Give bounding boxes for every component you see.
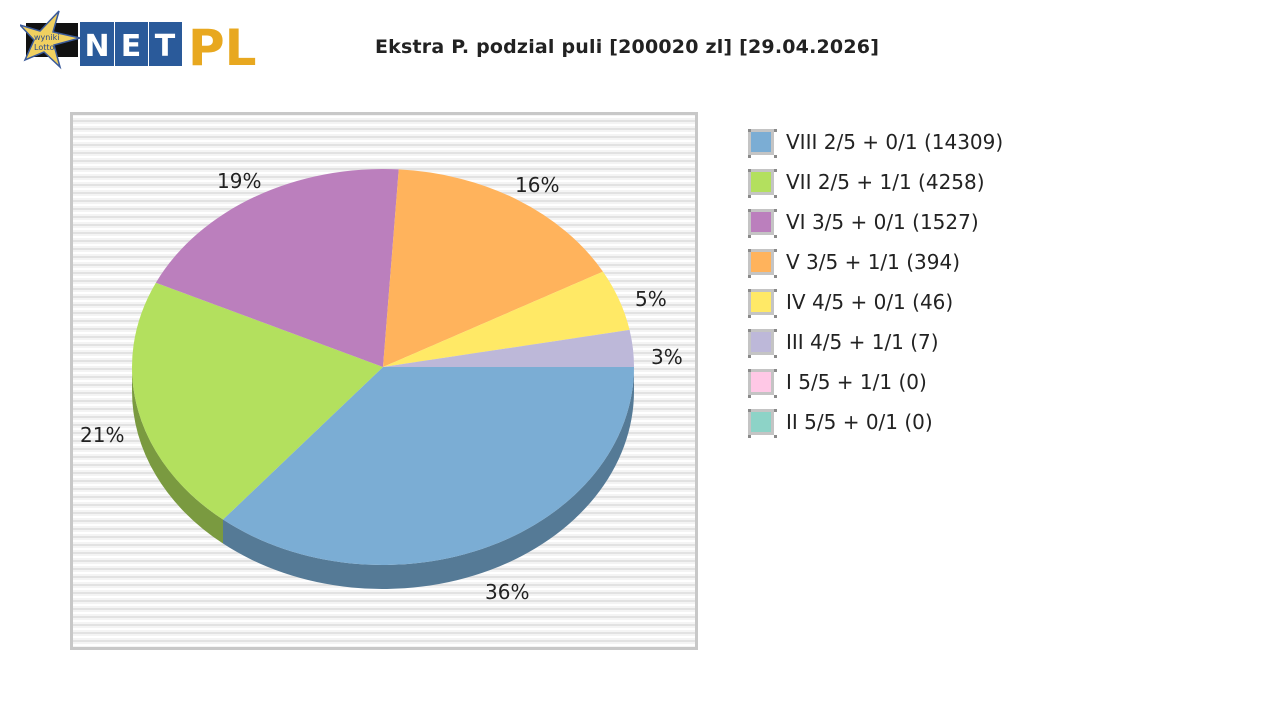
legend-label: V 3/5 + 1/1 (394) [786,250,961,274]
pie-slice [383,271,630,367]
legend: VIII 2/5 + 0/1 (14309) VII 2/5 + 1/1 (42… [748,122,1003,442]
legend-swatch [748,249,774,275]
legend-item: VIII 2/5 + 0/1 (14309) [748,122,1003,162]
logo-block-e: E [121,29,142,64]
legend-item: III 4/5 + 1/1 (7) [748,322,1003,362]
legend-item: I 5/5 + 1/1 (0) [748,362,1003,402]
pie-slice-depth [132,367,224,544]
pie-slice [155,169,399,367]
pie-slice [383,329,634,367]
legend-item: VII 2/5 + 1/1 (4258) [748,162,1003,202]
logo: wyniki Lotto N E T PL [17,10,265,77]
pie-slice [132,282,383,520]
legend-item: IV 4/5 + 0/1 (46) [748,282,1003,322]
legend-swatch [748,129,774,155]
legend-label: VIII 2/5 + 0/1 (14309) [786,130,1004,154]
logo-suffix: PL [188,19,257,70]
legend-label: VII 2/5 + 1/1 (4258) [786,170,985,194]
pie-label-vii: 21% [80,423,125,447]
legend-swatch [748,209,774,235]
legend-label: III 4/5 + 1/1 (7) [786,330,939,354]
logo-block-t: T [155,29,176,64]
legend-label: I 5/5 + 1/1 (0) [786,370,927,394]
star-icon [17,10,81,70]
logo-block-n: N [84,29,109,64]
pie-depth [132,367,634,589]
pie-label-vi: 19% [217,169,262,193]
legend-label: IV 4/5 + 0/1 (46) [786,290,954,314]
legend-swatch [748,329,774,355]
pie-label-viii: 36% [485,580,530,604]
logo-graphic: wyniki Lotto N E T PL [17,10,257,77]
legend-swatch [748,289,774,315]
pie-label-iv: 5% [635,287,667,311]
legend-item: VI 3/5 + 0/1 (1527) [748,202,1003,242]
legend-item: V 3/5 + 1/1 (394) [748,242,1003,282]
legend-swatch [748,409,774,435]
logo-star-text-2: Lotto [34,43,54,52]
pie-slice [223,367,634,566]
pie-slices [132,169,634,566]
pie-chart [70,112,698,650]
legend-swatch [748,169,774,195]
legend-item: II 5/5 + 0/1 (0) [748,402,1003,442]
legend-label: II 5/5 + 0/1 (0) [786,410,933,434]
pie-label-v: 16% [515,173,560,197]
logo-star-text-1: wyniki [34,33,59,42]
pie-label-iii: 3% [651,345,683,369]
plot-area [70,112,698,650]
legend-swatch [748,369,774,395]
chart-title: Ekstra P. podzial puli [200020 zl] [29.0… [375,36,880,58]
pie-slice-depth [223,367,634,589]
legend-label: VI 3/5 + 0/1 (1527) [786,210,979,234]
pie-slice [383,169,603,367]
